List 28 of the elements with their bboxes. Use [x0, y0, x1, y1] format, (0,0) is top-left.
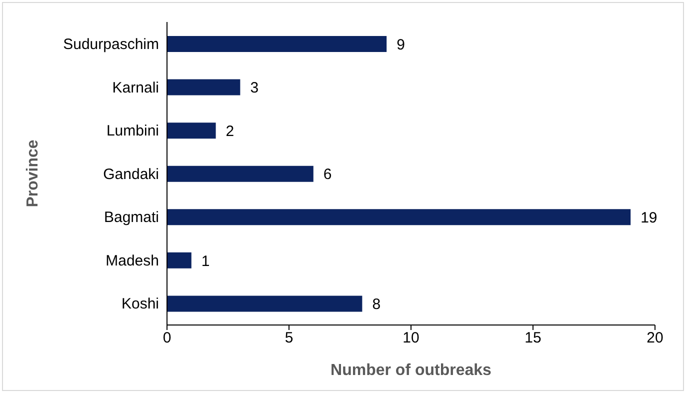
y-tick-label: Madesh — [106, 252, 159, 270]
x-tick-label: 5 — [284, 330, 294, 347]
data-label: 8 — [372, 296, 381, 314]
bar — [167, 122, 216, 139]
data-label: 19 — [640, 209, 658, 226]
y-tick-label: Koshi — [121, 296, 159, 313]
x-tick-label: 10 — [402, 330, 420, 347]
x-tick-label: 20 — [646, 330, 664, 347]
bar — [167, 209, 631, 226]
y-tick-label: Bagmati — [104, 209, 159, 226]
x-axis-title: Number of outbreaks — [330, 362, 492, 379]
bar — [167, 252, 192, 268]
x-tick-label: 15 — [524, 330, 542, 347]
bar — [167, 166, 314, 182]
y-axis-title: Province — [24, 140, 42, 208]
y-tick-label: Sudurpaschim — [63, 36, 159, 53]
data-label: 1 — [201, 252, 210, 270]
data-label: 9 — [396, 36, 405, 54]
y-tick-label: Lumbini — [106, 122, 159, 140]
y-tick-label: Gandaki — [103, 166, 159, 183]
data-label: 6 — [323, 166, 332, 184]
data-label: 3 — [250, 80, 259, 97]
x-tick-label: 0 — [162, 330, 172, 347]
bar — [167, 79, 240, 96]
data-label: 2 — [226, 122, 234, 140]
y-tick-label: Karnali — [112, 79, 159, 96]
bar — [167, 36, 387, 52]
bar — [167, 296, 362, 312]
